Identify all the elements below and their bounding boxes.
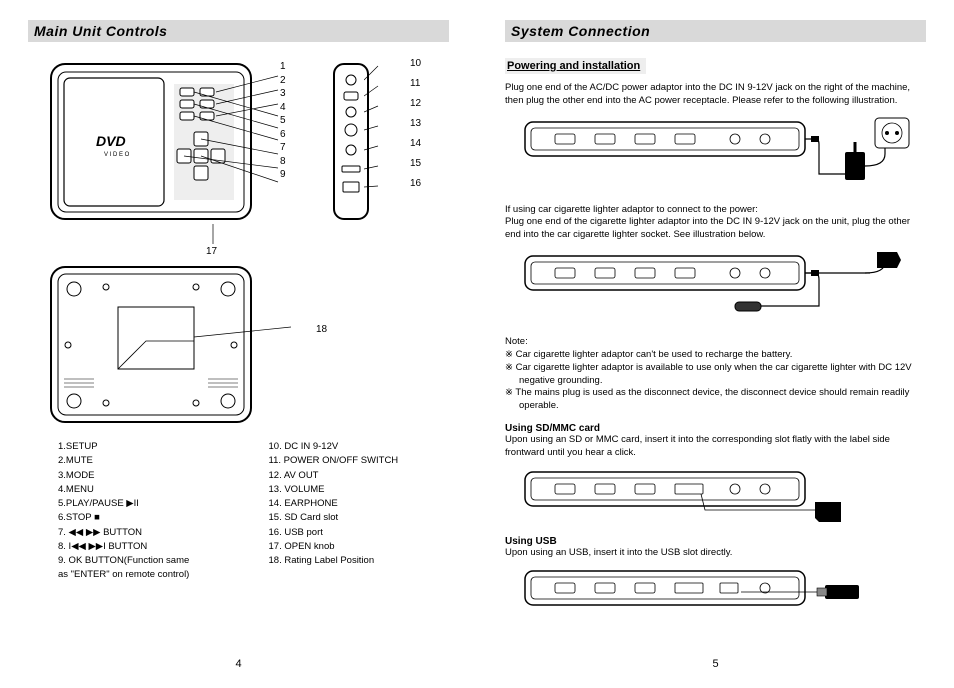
illustration-sd-card [505, 466, 925, 526]
note-1: ※ Car cigarette lighter adaptor can't be… [505, 349, 926, 362]
note-3: ※ The mains plug is used as the disconne… [505, 387, 926, 413]
page-number-4: 4 [0, 658, 477, 670]
main-unit-diagram-area: DVD V I D E O [28, 54, 448, 434]
side-callout-lines [364, 54, 434, 234]
notes-block: Note: ※ Car cigarette lighter adaptor ca… [505, 336, 926, 413]
dvd-bottom-view-illustration [46, 259, 296, 439]
para-usb: Upon using an USB, insert it into the US… [505, 547, 926, 560]
heading-usb: Using USB [505, 536, 926, 547]
illustration-car-power [505, 248, 925, 326]
legend-col-1: 1.SETUP 2.MUTE 3.MODE 4.MENU 5.PLAY/PAUS… [58, 440, 239, 583]
svg-text:V I D E O: V I D E O [104, 152, 130, 158]
para-ac-adaptor: Plug one end of the AC/DC power adaptor … [505, 82, 926, 108]
subheading-powering: Powering and installation [505, 58, 646, 74]
svg-text:DVD: DVD [96, 133, 126, 149]
illustration-usb [505, 565, 925, 621]
illustration-ac-power [505, 114, 925, 194]
page-number-5: 5 [477, 658, 954, 670]
callout-17-line [198, 224, 228, 254]
para-car-adaptor: If using car cigarette lighter adaptor t… [505, 204, 926, 242]
callout-18: 18 [316, 324, 327, 335]
page-4: Main Unit Controls DVD V I D E O [0, 0, 477, 688]
legend-col-2: 10. DC IN 9-12V 11. POWER ON/OFF SWITCH … [269, 440, 450, 583]
dvd-top-view-illustration: DVD V I D E O [46, 54, 296, 234]
heading-main-unit-controls: Main Unit Controls [28, 20, 449, 42]
controls-legend: 1.SETUP 2.MUTE 3.MODE 4.MENU 5.PLAY/PAUS… [28, 440, 449, 583]
heading-sd-card: Using SD/MMC card [505, 423, 926, 434]
para-sd-card: Upon using an SD or MMC card, insert it … [505, 434, 926, 460]
page-5: System Connection Powering and installat… [477, 0, 954, 688]
note-2: ※ Car cigarette lighter adaptor is avail… [505, 362, 926, 388]
heading-system-connection: System Connection [505, 20, 926, 42]
callout-numbers: 1 2 3 4 5 6 7 8 9 10 11 12 13 14 15 16 [280, 60, 286, 182]
callouts-col-1: 1 2 3 4 5 6 7 8 9 [280, 60, 286, 182]
note-label: Note: [505, 336, 926, 349]
